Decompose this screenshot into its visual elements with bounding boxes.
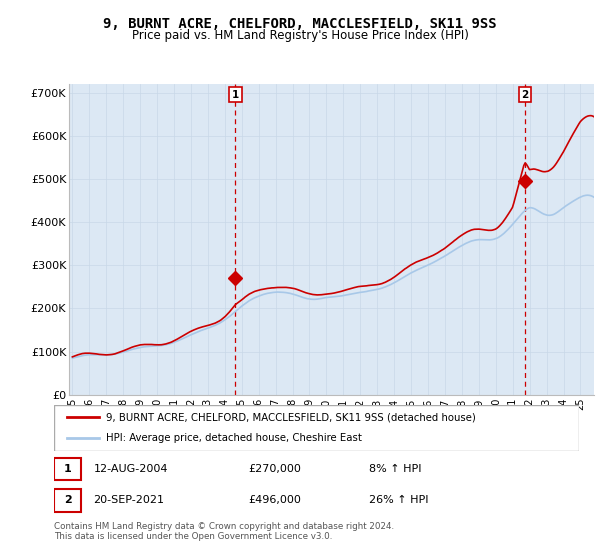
Text: 12-AUG-2004: 12-AUG-2004 — [94, 464, 168, 474]
Text: £270,000: £270,000 — [248, 464, 301, 474]
Text: Price paid vs. HM Land Registry's House Price Index (HPI): Price paid vs. HM Land Registry's House … — [131, 29, 469, 42]
FancyBboxPatch shape — [54, 458, 82, 480]
Text: 9, BURNT ACRE, CHELFORD, MACCLESFIELD, SK11 9SS (detached house): 9, BURNT ACRE, CHELFORD, MACCLESFIELD, S… — [107, 412, 476, 422]
Text: 20-SEP-2021: 20-SEP-2021 — [94, 496, 164, 506]
FancyBboxPatch shape — [54, 489, 82, 512]
Text: Contains HM Land Registry data © Crown copyright and database right 2024.
This d: Contains HM Land Registry data © Crown c… — [54, 522, 394, 542]
Text: 2: 2 — [64, 496, 71, 506]
Text: 26% ↑ HPI: 26% ↑ HPI — [369, 496, 428, 506]
Text: 1: 1 — [232, 90, 239, 100]
Text: HPI: Average price, detached house, Cheshire East: HPI: Average price, detached house, Ches… — [107, 433, 362, 444]
Text: 8% ↑ HPI: 8% ↑ HPI — [369, 464, 421, 474]
Text: 2: 2 — [521, 90, 529, 100]
Text: 1: 1 — [64, 464, 71, 474]
Text: £496,000: £496,000 — [248, 496, 301, 506]
FancyBboxPatch shape — [54, 405, 579, 451]
Text: 9, BURNT ACRE, CHELFORD, MACCLESFIELD, SK11 9SS: 9, BURNT ACRE, CHELFORD, MACCLESFIELD, S… — [103, 17, 497, 31]
